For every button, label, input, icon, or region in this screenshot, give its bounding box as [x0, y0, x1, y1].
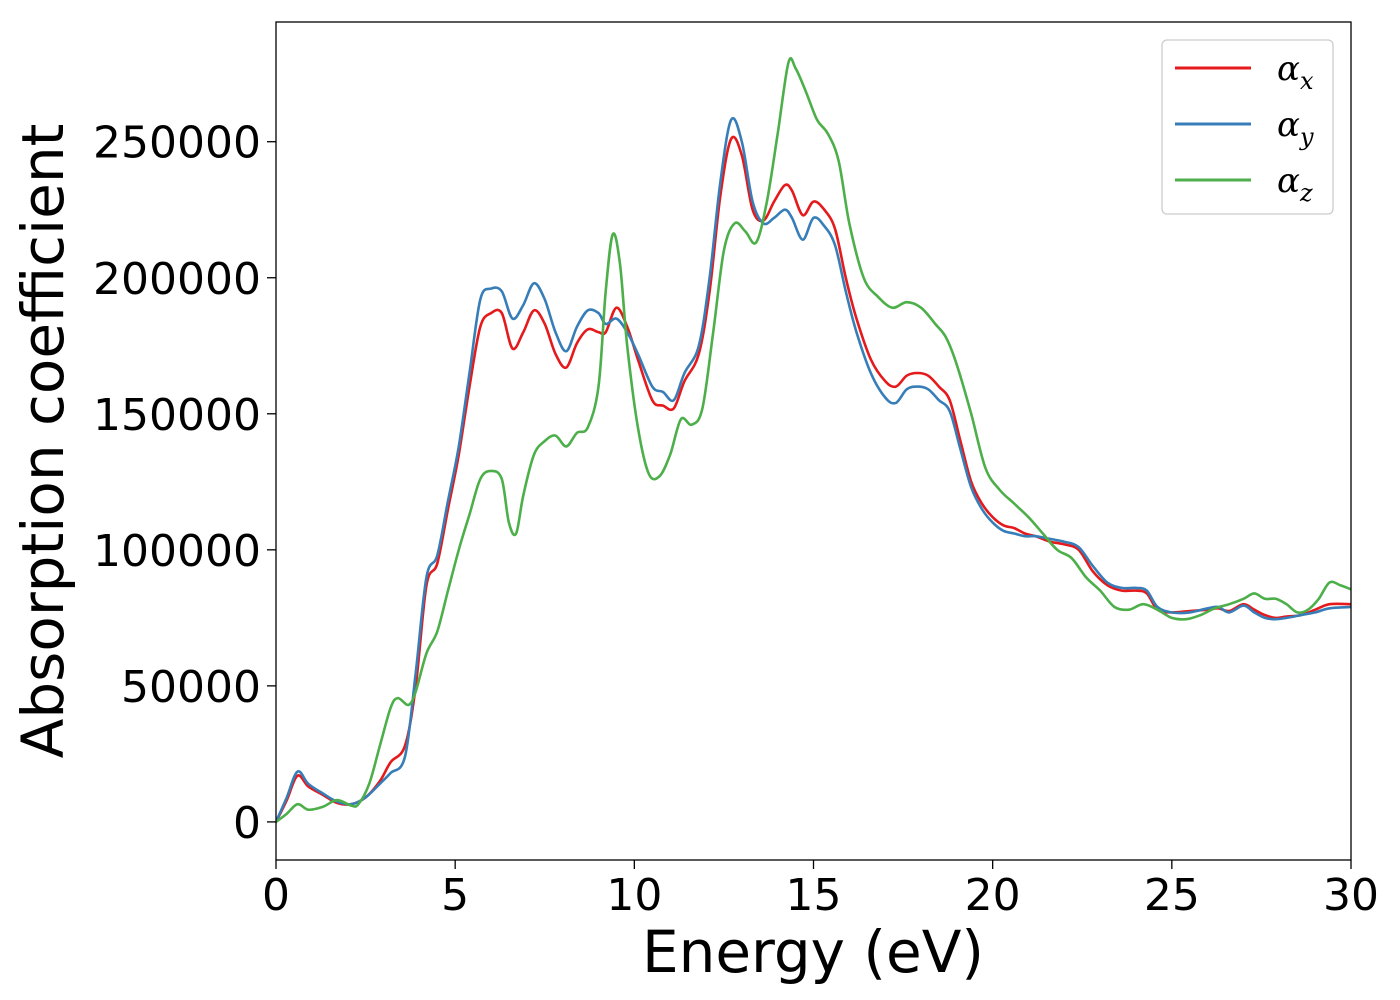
y-axis: 0 50000 100000 150000 200000 250000 — [93, 118, 276, 849]
series-line-alpha-x — [276, 135, 1351, 824]
series-line-alpha-y — [276, 117, 1351, 824]
x-tick-label: 20 — [965, 870, 1021, 921]
y-tick-label: 0 — [233, 798, 261, 849]
y-tick-label: 100000 — [93, 526, 261, 577]
x-tick-label: 0 — [262, 870, 290, 921]
y-tick-label: 50000 — [121, 662, 261, 713]
y-tick-label: 250000 — [93, 118, 261, 169]
y-tick-label: 150000 — [93, 390, 261, 441]
x-tick-label: 30 — [1323, 870, 1379, 921]
legend-box — [1161, 39, 1334, 215]
x-axis-label: Energy (eV) — [642, 918, 984, 986]
x-tick-label: 25 — [1144, 870, 1200, 921]
x-tick-label: 5 — [441, 870, 469, 921]
legend-item-alpha-z: αz — [1175, 161, 1313, 207]
legend-label: αx — [1277, 49, 1314, 95]
y-axis-label: Absorption coefficient — [9, 124, 77, 759]
legend-item-alpha-x: αx — [1175, 49, 1314, 95]
x-tick-label: 15 — [786, 870, 842, 921]
x-tick-label: 10 — [606, 870, 662, 921]
series-layer — [276, 57, 1351, 824]
legend-item-alpha-y: αy — [1175, 105, 1314, 151]
legend-label: αy — [1277, 105, 1314, 151]
x-axis: 0 5 10 15 20 25 30 — [262, 860, 1379, 921]
legend-label: αz — [1277, 161, 1313, 207]
series-line-alpha-z — [276, 57, 1351, 824]
y-tick-label: 200000 — [93, 254, 261, 305]
legend: αx αy αz — [1161, 39, 1334, 215]
